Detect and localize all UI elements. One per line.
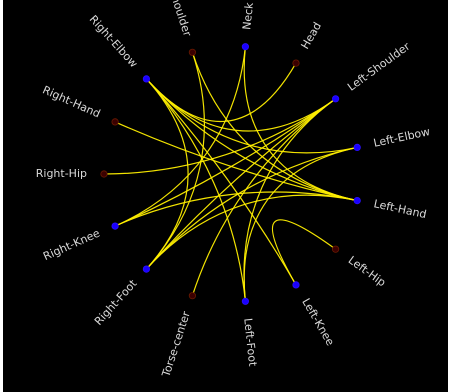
edge-left-shoulder-left-foot <box>243 98 336 302</box>
nodes-layer <box>100 43 361 305</box>
label-right-shoulder: Right-Shoulder <box>156 0 194 38</box>
node-right-knee <box>111 222 119 230</box>
label-head: Head <box>298 20 324 51</box>
edges-layer <box>103 46 358 302</box>
edge-left-hand-right-knee <box>114 191 358 227</box>
edge-left-hand-right-shoulder <box>191 52 358 202</box>
edge-left-hip-left-knee <box>271 219 336 286</box>
label-right-elbow: Right-Elbow <box>87 13 141 70</box>
node-right-shoulder <box>188 48 196 56</box>
edge-left-shoulder-right-knee <box>114 98 336 227</box>
label-neck: Neck <box>240 1 256 30</box>
edge-left-elbow-right-foot <box>145 146 358 270</box>
edge-right-elbow-left-foot <box>145 78 246 302</box>
label-torse-center: Torse-center <box>159 309 193 379</box>
edge-left-shoulder-torse-center <box>191 98 336 296</box>
node-right-hip <box>100 170 108 178</box>
edge-left-hand-right-elbow <box>145 78 358 202</box>
node-left-shoulder <box>331 95 340 103</box>
node-neck <box>241 43 249 51</box>
label-left-shoulder: Left-Shoulder <box>345 40 413 94</box>
edge-left-hand-right-foot <box>145 194 358 270</box>
node-head <box>292 59 300 67</box>
label-left-hand: Left-Hand <box>373 197 428 221</box>
label-left-hip: Left-Hip <box>346 254 388 290</box>
edge-right-shoulder-right-foot <box>145 52 205 270</box>
edge-neck-right-knee <box>114 46 246 227</box>
node-left-foot <box>241 297 249 305</box>
node-right-foot <box>142 265 150 273</box>
node-left-hip <box>331 245 340 253</box>
label-right-foot: Right-Foot <box>92 277 140 328</box>
label-left-knee: Left-Knee <box>299 296 337 348</box>
node-torse-center <box>188 292 196 300</box>
label-right-knee: Right-Knee <box>41 227 102 264</box>
edge-left-hand-right-hand <box>114 121 358 202</box>
edge-left-elbow-right-elbow <box>145 78 358 154</box>
node-left-knee <box>292 281 300 289</box>
node-left-elbow <box>353 143 361 151</box>
label-right-hip: Right-Hip <box>36 167 87 180</box>
edge-left-knee-right-elbow <box>145 78 297 286</box>
node-right-hand <box>111 118 119 126</box>
label-left-elbow: Left-Elbow <box>372 125 431 150</box>
labels-layer: Neck Head Left-Shoulder Left-Elbow Left-Hand… <box>36 0 431 379</box>
edge-right-elbow-right-foot <box>145 78 189 270</box>
chord-diagram-canvas: Neck Head Left-Shoulder Left-Elbow Left-Hand… <box>36 0 431 379</box>
label-left-foot: Left-Foot <box>241 317 259 367</box>
edge-left-foot-left-elbow <box>243 146 358 302</box>
edge-left-shoulder-right-foot <box>145 98 336 270</box>
edge-right-hip-left-shoulder <box>103 98 336 175</box>
node-right-elbow <box>142 75 150 83</box>
label-right-hand: Right-Hand <box>41 83 103 120</box>
node-left-hand <box>353 197 361 205</box>
chord-diagram: Neck Head Left-Shoulder Left-Elbow Left-Hand… <box>3 0 448 392</box>
